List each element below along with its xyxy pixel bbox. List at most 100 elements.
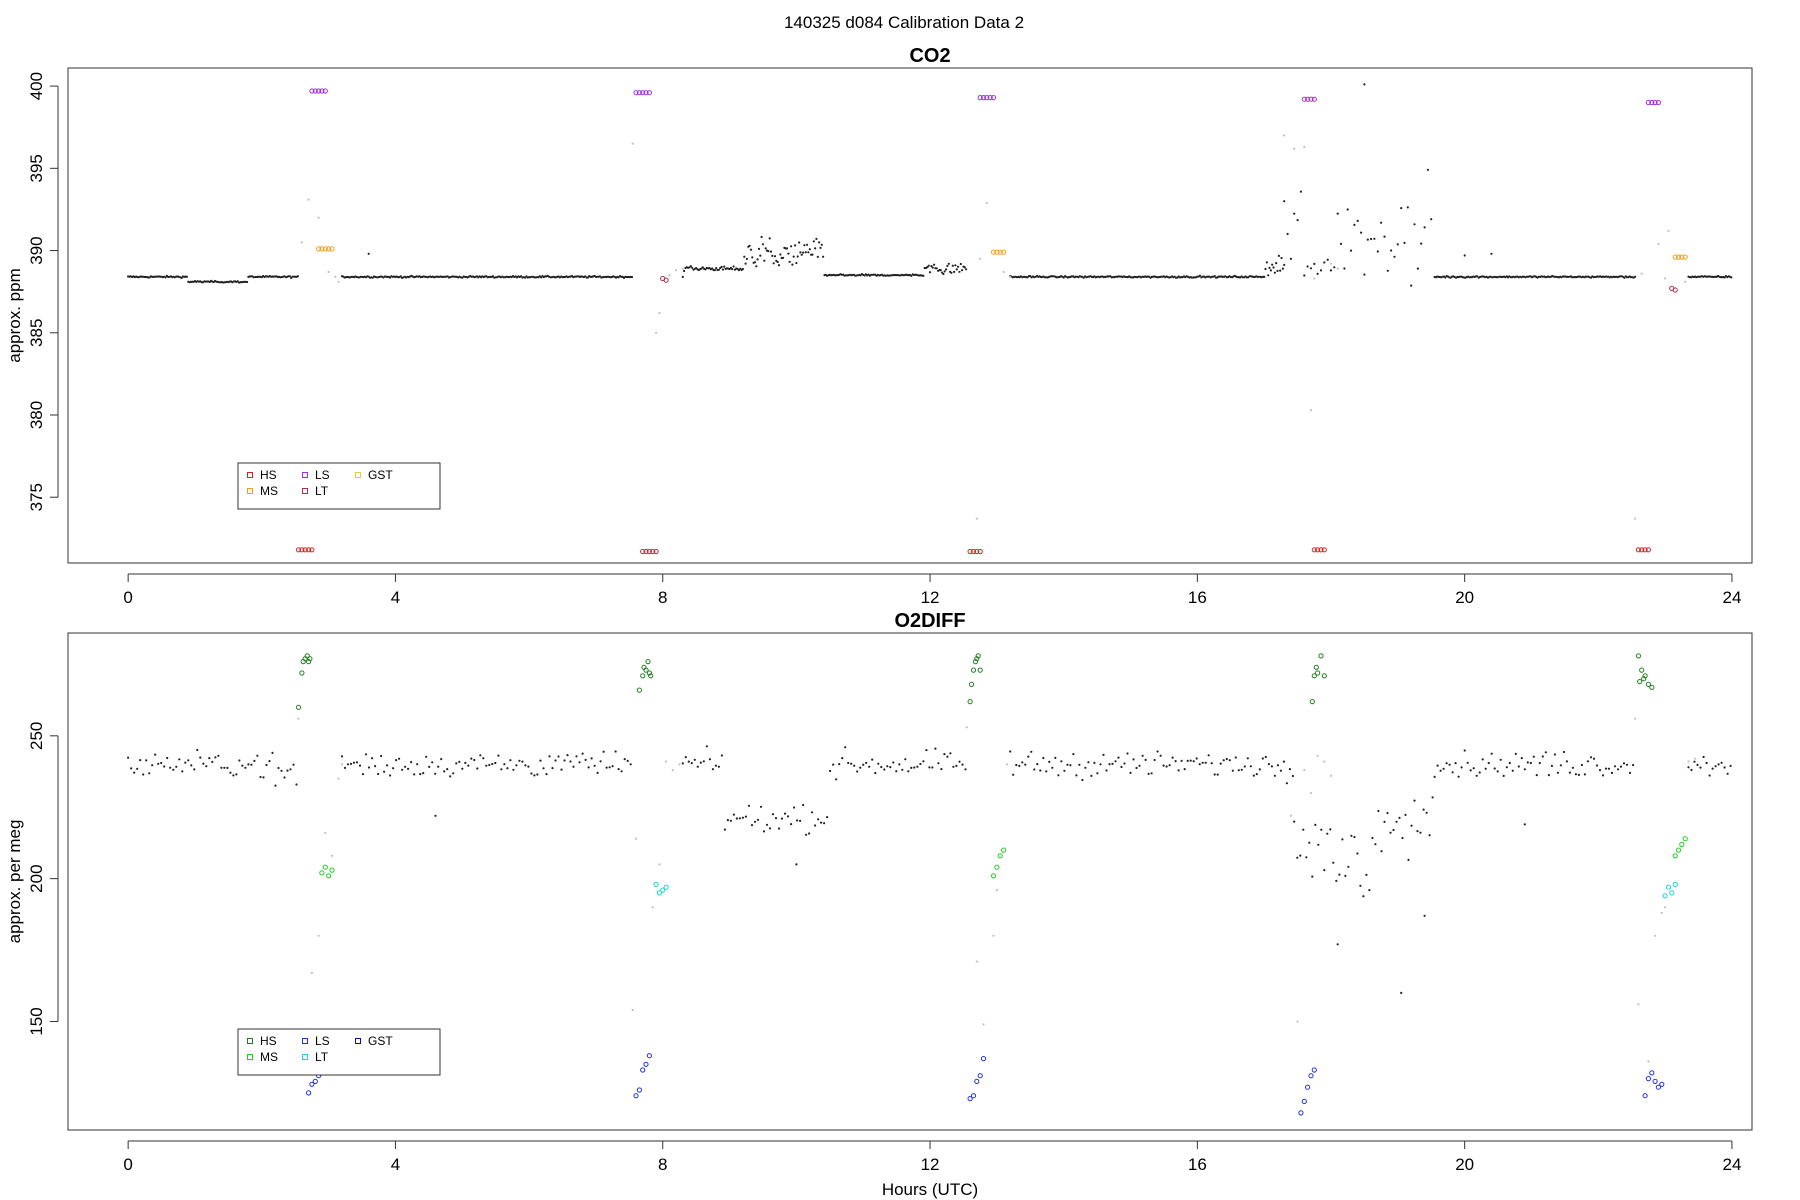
data-point: [953, 270, 956, 273]
data-point: [1386, 269, 1389, 272]
data-point: [1705, 761, 1708, 765]
data-point: [1616, 768, 1620, 771]
data-point: [1305, 856, 1308, 859]
legend-marker: [355, 1038, 361, 1044]
data-point: [1401, 836, 1404, 840]
data-point: [1574, 773, 1577, 776]
data-point: [1001, 249, 1007, 255]
data-point: [1645, 547, 1652, 553]
data-point: [1362, 895, 1365, 898]
data-point: [1277, 254, 1280, 257]
data-point: [1679, 841, 1685, 848]
data-point: [1672, 254, 1678, 260]
data-point: [925, 749, 928, 752]
data-point: [958, 760, 961, 763]
data-point: [721, 268, 725, 271]
x-tick-label: 24: [1722, 588, 1741, 607]
data-point: [1036, 763, 1039, 766]
data-point: [1571, 766, 1574, 769]
legend: HS MS LS LT GST: [237, 1028, 441, 1076]
data-point: [1323, 869, 1326, 872]
data-point: [1586, 760, 1589, 763]
data-point: [1314, 823, 1317, 827]
data-point: [1637, 679, 1643, 685]
data-point: [236, 280, 239, 283]
data-point: [817, 818, 820, 821]
series-ms: [316, 246, 1688, 260]
data-point: [300, 241, 303, 244]
data-point: [1628, 771, 1632, 775]
data-point: [398, 757, 401, 760]
data-point: [640, 90, 646, 96]
data-point: [787, 252, 790, 255]
data-point: [1380, 850, 1383, 853]
legend-label: HS: [260, 1034, 277, 1048]
data-point: [1198, 274, 1202, 277]
data-point: [187, 759, 190, 762]
data-point: [777, 264, 781, 267]
data-point: [768, 237, 771, 240]
data-point: [931, 766, 934, 769]
data-point: [643, 667, 649, 673]
data-point: [640, 1067, 646, 1073]
data-point: [1329, 269, 1333, 272]
data-point: [699, 761, 702, 764]
data-point: [815, 237, 818, 240]
data-point: [292, 763, 295, 766]
data-point: [512, 768, 515, 771]
x-tick-label: 4: [391, 1155, 400, 1174]
data-point: [1645, 99, 1652, 106]
data-point: [536, 773, 539, 776]
data-point: [286, 769, 289, 772]
data-point: [859, 274, 862, 277]
data-point: [277, 766, 280, 770]
data-point: [1296, 219, 1299, 222]
data-point: [668, 274, 671, 277]
x-tick-label: 16: [1188, 1155, 1207, 1174]
data-point: [643, 1061, 649, 1067]
data-point: [1311, 96, 1317, 102]
data-point: [1550, 764, 1553, 768]
data-point: [934, 747, 937, 750]
data-point: [732, 813, 736, 816]
data-point: [196, 748, 199, 752]
data-point: [1306, 265, 1309, 268]
data-point: [1275, 262, 1278, 265]
data-point: [1376, 250, 1379, 253]
data-point: [1228, 759, 1231, 762]
data-point: [931, 266, 934, 269]
legend-marker: [302, 488, 308, 494]
data-point: [1117, 756, 1120, 759]
data-point: [617, 768, 620, 771]
data-point: [1371, 836, 1374, 840]
data-point: [823, 822, 826, 825]
data-point: [1580, 763, 1583, 767]
data-point: [715, 267, 718, 270]
data-point: [954, 264, 957, 267]
data-point: [1336, 267, 1339, 270]
data-point: [139, 759, 142, 762]
legend-label: GST: [368, 468, 393, 482]
x-tick-label: 0: [123, 1155, 132, 1174]
data-point: [757, 247, 761, 250]
data-point: [1637, 1003, 1640, 1006]
data-point: [1267, 763, 1270, 766]
data-point: [1655, 99, 1662, 106]
data-point: [771, 254, 774, 257]
data-point: [1339, 242, 1343, 245]
data-point: [1298, 1110, 1304, 1116]
data-point: [309, 547, 315, 553]
data-point: [1601, 774, 1605, 777]
data-point: [646, 1053, 653, 1059]
x-tick-label: 20: [1455, 1155, 1474, 1174]
data-point: [1425, 811, 1428, 814]
data-point: [295, 783, 298, 786]
data-point: [992, 934, 995, 937]
data-point: [1559, 764, 1562, 767]
data-point: [1517, 765, 1520, 768]
data-point: [651, 906, 654, 909]
data-point: [1018, 764, 1021, 768]
data-point: [658, 863, 661, 866]
data-point: [422, 772, 425, 775]
